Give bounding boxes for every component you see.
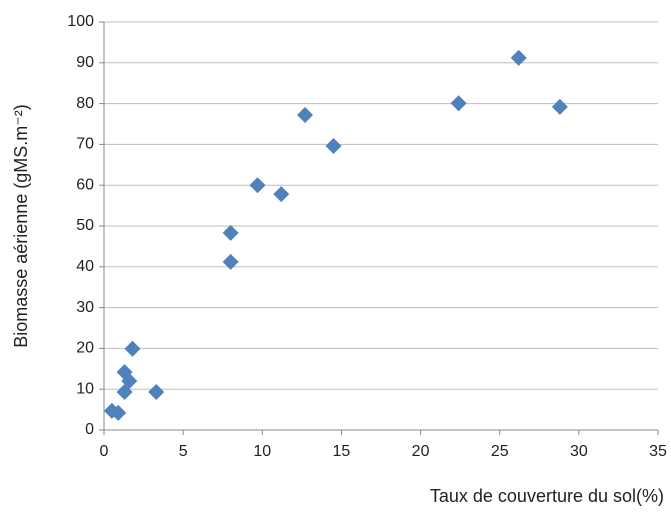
y-axis-label: Biomasse aérienne (gMS.m⁻²) — [11, 104, 31, 348]
point — [222, 224, 239, 241]
point — [116, 384, 133, 401]
x-tick-label: 25 — [491, 443, 509, 460]
point — [297, 107, 314, 124]
y-tick-label: 100 — [67, 13, 94, 30]
y-tick-label: 0 — [85, 421, 94, 438]
point — [510, 49, 527, 66]
y-tick-label: 70 — [76, 136, 94, 153]
point — [551, 98, 568, 115]
y-tick-label: 50 — [76, 217, 94, 234]
point — [124, 340, 141, 357]
y-tick-label: 90 — [76, 54, 94, 71]
point — [222, 253, 239, 270]
point — [110, 404, 127, 421]
x-tick-label: 35 — [649, 443, 667, 460]
y-tick-label: 10 — [76, 380, 94, 397]
point — [121, 373, 138, 390]
x-tick-label: 15 — [333, 443, 351, 460]
x-tick-label: 20 — [412, 443, 430, 460]
x-tick-label: 10 — [253, 443, 271, 460]
point — [325, 138, 342, 155]
y-tick-label: 60 — [76, 176, 94, 193]
y-tick-label: 80 — [76, 95, 94, 112]
point — [116, 364, 133, 381]
x-tick-label: 5 — [179, 443, 188, 460]
y-tick-label: 30 — [76, 299, 94, 316]
x-tick-label: 30 — [570, 443, 588, 460]
point — [249, 177, 266, 194]
point — [148, 384, 165, 401]
x-axis-label: Taux de couverture du sol(%) — [430, 486, 664, 506]
point — [450, 95, 467, 112]
point — [273, 186, 290, 203]
y-tick-label: 40 — [76, 258, 94, 275]
x-tick-label: 0 — [100, 443, 109, 460]
y-tick-label: 20 — [76, 340, 94, 357]
